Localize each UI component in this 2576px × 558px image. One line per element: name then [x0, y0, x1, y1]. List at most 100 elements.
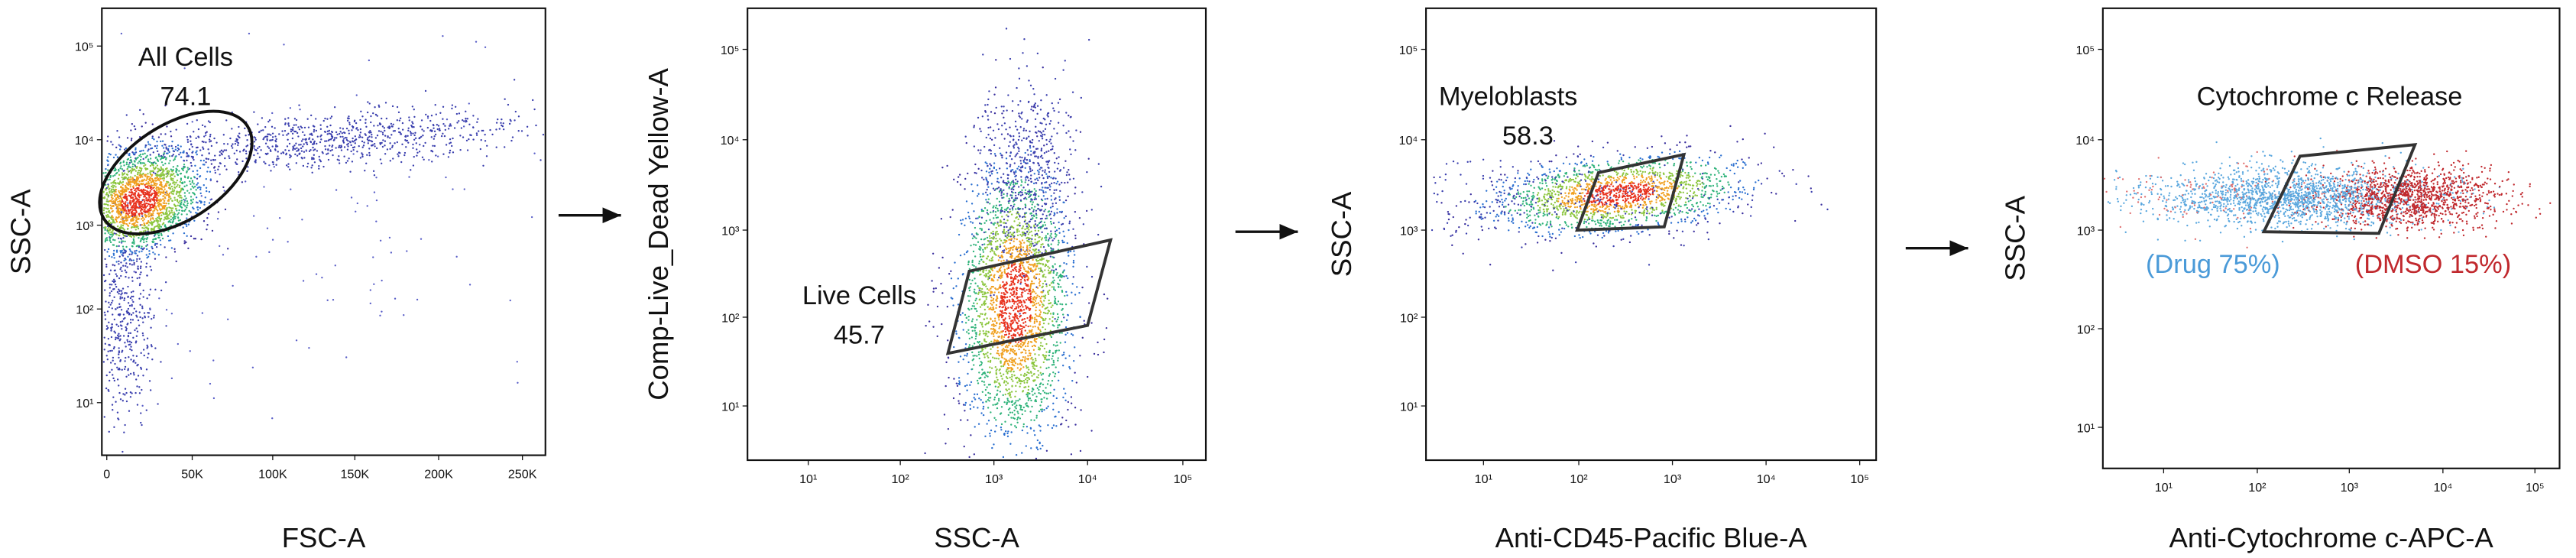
event-dot	[180, 201, 183, 204]
event-dot	[1036, 112, 1039, 115]
event-dot	[154, 157, 157, 159]
event-dot	[1031, 206, 1033, 209]
event-dot	[379, 158, 382, 161]
event-dot	[1002, 394, 1004, 397]
event-dot	[119, 204, 122, 207]
event-dot	[136, 404, 139, 406]
event-dot	[936, 305, 939, 308]
event-dot	[335, 147, 337, 149]
event-dot	[129, 250, 131, 252]
event-dot	[989, 435, 991, 437]
event-dot	[128, 191, 131, 193]
event-dot	[207, 157, 210, 161]
event-dot	[287, 125, 290, 127]
event-dot	[1051, 427, 1054, 430]
event-dot	[358, 145, 360, 148]
event-dot	[125, 271, 128, 274]
event-dot	[128, 164, 130, 166]
event-dot	[311, 157, 313, 159]
event-dot	[945, 443, 947, 445]
event-dot	[105, 167, 107, 170]
event-dot	[237, 144, 239, 147]
event-dot	[167, 171, 170, 174]
event-dot	[264, 152, 267, 155]
event-dot	[133, 212, 135, 214]
event-dot	[159, 212, 162, 214]
event-dot	[326, 130, 329, 133]
event-dot	[374, 113, 377, 116]
event-dot	[965, 316, 968, 320]
event-dot	[147, 220, 150, 222]
event-dot	[961, 312, 964, 314]
event-dot	[440, 135, 443, 138]
event-dot	[147, 180, 150, 183]
event-dot	[1017, 213, 1020, 216]
event-dot	[1035, 414, 1038, 417]
event-dot	[186, 155, 188, 157]
event-dot	[143, 196, 145, 198]
event-dot	[1078, 216, 1081, 219]
event-dot	[186, 206, 188, 209]
event-dot	[107, 193, 109, 196]
event-dot	[335, 189, 338, 191]
event-dot	[970, 401, 974, 403]
event-dot	[105, 203, 108, 206]
event-dot	[138, 170, 140, 172]
event-dot	[156, 212, 159, 215]
event-dot	[143, 227, 145, 229]
event-dot	[1032, 87, 1035, 90]
event-dot	[143, 203, 145, 206]
event-dot	[206, 190, 208, 193]
event-dot	[129, 235, 131, 237]
event-dot	[484, 133, 486, 136]
event-dot	[111, 207, 113, 210]
x-tick-label: 0	[103, 468, 110, 482]
event-dot	[1065, 112, 1068, 114]
event-dot	[267, 133, 271, 135]
event-dot	[1045, 387, 1047, 389]
event-dot	[112, 205, 115, 208]
event-dot	[105, 265, 108, 268]
event-dot	[1015, 384, 1017, 388]
event-dot	[156, 242, 158, 245]
event-dot	[287, 163, 290, 165]
event-dot	[121, 249, 123, 252]
event-dot	[160, 361, 162, 363]
event-dot	[413, 138, 416, 141]
event-dot	[246, 139, 248, 141]
event-dot	[142, 375, 144, 377]
event-dot	[361, 146, 364, 148]
event-dot	[381, 162, 383, 164]
event-dot	[117, 337, 120, 339]
event-dot	[302, 138, 304, 141]
event-dot	[105, 211, 108, 213]
event-dot	[974, 398, 977, 401]
event-dot	[1083, 320, 1085, 322]
event-dot	[1061, 309, 1063, 311]
event-dot	[296, 147, 298, 149]
event-dot	[106, 140, 109, 142]
event-dot	[122, 224, 125, 227]
event-dot	[203, 102, 206, 104]
event-dot	[123, 164, 125, 167]
event-dot	[383, 127, 386, 129]
event-dot	[313, 131, 316, 133]
event-dot	[990, 152, 992, 155]
event-dot	[146, 344, 148, 347]
event-dot	[348, 132, 351, 135]
event-dot	[346, 148, 349, 151]
event-dot	[468, 102, 470, 105]
event-dot	[253, 154, 255, 157]
event-dot	[1064, 199, 1068, 202]
event-dot	[509, 299, 511, 302]
event-dot	[996, 230, 998, 233]
event-dot	[421, 128, 423, 131]
event-dot	[987, 115, 989, 117]
event-dot	[142, 230, 145, 232]
event-dot	[134, 391, 137, 394]
event-dot	[947, 357, 950, 359]
event-dot	[180, 196, 183, 199]
event-dot	[375, 220, 377, 222]
event-dot	[1014, 395, 1016, 398]
event-dot	[118, 245, 120, 248]
